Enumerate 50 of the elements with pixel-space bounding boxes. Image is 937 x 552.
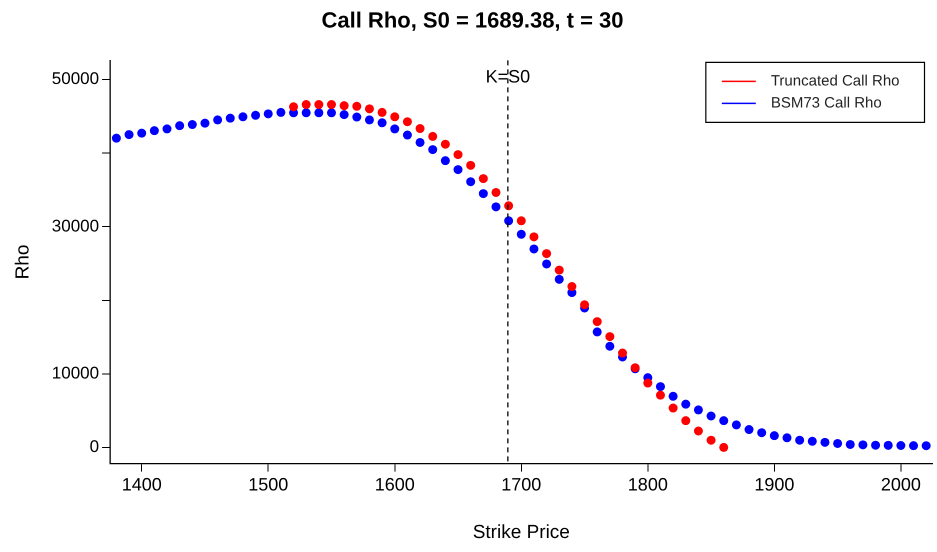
point	[466, 160, 476, 170]
point	[428, 132, 438, 141]
point	[668, 404, 678, 413]
point	[618, 348, 628, 358]
point	[314, 100, 324, 110]
x-tick-label: 2000	[880, 474, 921, 494]
point	[390, 112, 400, 122]
y-axis-title: Rho	[12, 244, 34, 280]
point	[592, 317, 602, 326]
point	[302, 100, 311, 110]
x-axis-title: Strike Price	[472, 522, 570, 543]
legend-label: Truncated Call Rho	[770, 72, 900, 90]
point	[719, 442, 728, 452]
point	[694, 426, 703, 436]
point	[656, 390, 665, 400]
legend-label: BSM73 Call Rho	[770, 94, 882, 112]
point	[340, 101, 349, 110]
point	[326, 100, 336, 110]
point	[289, 102, 298, 112]
point	[516, 216, 526, 226]
point	[542, 249, 552, 258]
point	[378, 108, 387, 117]
point	[352, 102, 362, 111]
x-tick-label: 1600	[374, 474, 415, 494]
point	[580, 300, 590, 310]
point	[643, 378, 652, 388]
point	[554, 266, 564, 275]
point	[402, 117, 412, 126]
point	[706, 436, 716, 445]
x-tick-label: 1400	[122, 474, 162, 494]
chart-title: Call Rho, S0 = 1689.38, t = 30	[321, 7, 624, 32]
x-tick-label: 1800	[628, 474, 668, 494]
x-tick-label: 1900	[754, 474, 794, 494]
point	[440, 140, 450, 149]
x-tick-label: 1700	[501, 474, 542, 494]
point	[605, 332, 614, 342]
point	[567, 282, 576, 291]
y-tick-label: 30000	[52, 216, 100, 236]
x-tick-label: 1500	[248, 474, 288, 494]
y-tick-label: 10000	[52, 364, 100, 383]
ref-line-label: K=S0	[486, 66, 530, 86]
point	[416, 124, 425, 134]
point	[364, 104, 374, 114]
y-tick-label: 50000	[52, 69, 100, 88]
point	[478, 174, 488, 184]
point	[491, 188, 500, 197]
point	[529, 232, 538, 242]
y-tick-label: 0	[90, 437, 100, 456]
point	[454, 150, 463, 160]
point	[681, 416, 690, 426]
